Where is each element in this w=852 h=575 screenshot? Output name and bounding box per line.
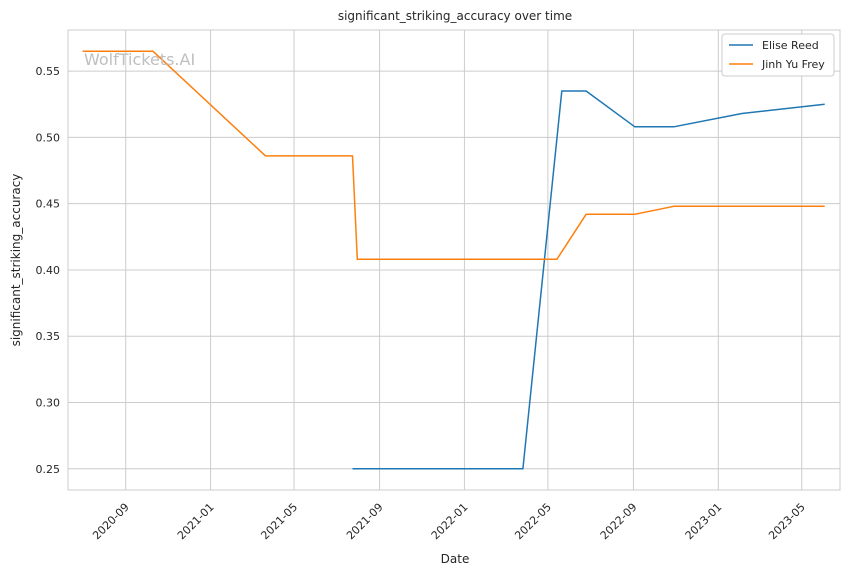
series-line-jinh-yu-frey bbox=[82, 50, 825, 261]
y-tick-label: 0.40 bbox=[36, 264, 61, 277]
x-axis-title: Date bbox=[441, 552, 470, 566]
x-tick-label: 2023-05 bbox=[766, 501, 808, 543]
y-tick-label: 0.45 bbox=[36, 198, 61, 211]
legend: Elise Reed Jinh Yu Frey bbox=[721, 33, 835, 77]
y-tick-label: 0.30 bbox=[36, 397, 61, 410]
legend-label-jinh-yu-frey: Jinh Yu Frey bbox=[761, 58, 825, 71]
y-tick-label: 0.25 bbox=[36, 463, 61, 476]
y-tick-label: 0.55 bbox=[36, 65, 61, 78]
x-tick-label: 2021-05 bbox=[258, 501, 300, 543]
series-line-elise-reed bbox=[352, 90, 825, 470]
x-tick-label: 2020-09 bbox=[90, 501, 132, 543]
x-tick-label: 2023-01 bbox=[683, 501, 725, 543]
watermark: WolfTickets.AI bbox=[84, 50, 195, 69]
y-tick-label: 0.50 bbox=[36, 131, 61, 144]
x-tick-label: 2022-01 bbox=[429, 501, 471, 543]
x-tick-label: 2021-09 bbox=[344, 501, 386, 543]
x-tick-label: 2022-05 bbox=[512, 501, 554, 543]
y-axis-title: significant_striking_accuracy bbox=[9, 174, 23, 347]
x-tick-label: 2021-01 bbox=[175, 501, 217, 543]
legend-label-elise-reed: Elise Reed bbox=[762, 39, 819, 52]
chart-title: significant_striking_accuracy over time bbox=[338, 9, 572, 23]
y-tick-label: 0.35 bbox=[36, 330, 61, 343]
x-tick-label: 2022-09 bbox=[598, 501, 640, 543]
series-lines bbox=[82, 50, 825, 470]
